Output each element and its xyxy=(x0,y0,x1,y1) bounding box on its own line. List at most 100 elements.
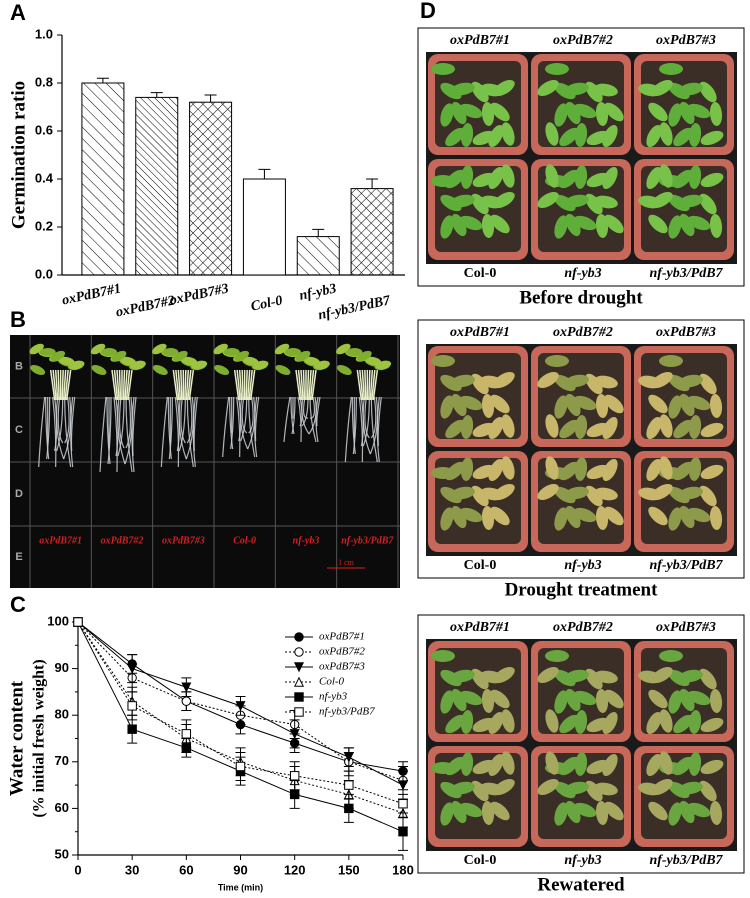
leaf xyxy=(668,103,682,127)
leaf xyxy=(668,486,690,504)
leaf xyxy=(445,127,465,147)
stem xyxy=(246,369,251,401)
leaf xyxy=(648,394,668,414)
leaf xyxy=(459,802,483,818)
leaf xyxy=(646,166,662,190)
root xyxy=(358,396,364,463)
genotype-label: oxPdB7#1 xyxy=(39,535,82,546)
leaf xyxy=(213,343,228,355)
root xyxy=(229,396,234,450)
genotype-label: oxPdB7#3 xyxy=(656,620,716,635)
leaf xyxy=(688,752,702,776)
leaf xyxy=(565,800,581,824)
leaf xyxy=(451,800,467,824)
stem xyxy=(177,369,182,401)
root xyxy=(364,396,370,439)
leaf xyxy=(668,395,682,419)
root xyxy=(70,396,74,468)
leaf xyxy=(594,195,618,209)
stem xyxy=(372,369,379,401)
leaf xyxy=(451,486,475,500)
stem xyxy=(64,369,69,401)
leaf xyxy=(679,101,695,125)
stem xyxy=(62,369,67,401)
leaf xyxy=(700,717,724,733)
stem xyxy=(241,369,244,401)
root xyxy=(160,396,168,468)
marker xyxy=(127,663,138,674)
leaf xyxy=(687,802,711,818)
root xyxy=(240,396,248,442)
leaf xyxy=(111,350,127,362)
root xyxy=(113,396,118,473)
leaf xyxy=(699,193,717,215)
leaf xyxy=(574,710,588,734)
leaf xyxy=(242,356,259,366)
root xyxy=(118,396,125,449)
root xyxy=(230,396,235,450)
root xyxy=(290,396,295,435)
leaf xyxy=(214,365,230,375)
leaf xyxy=(554,781,576,799)
leaf xyxy=(565,194,589,208)
leaf xyxy=(488,416,504,440)
stem xyxy=(111,369,117,401)
leaf xyxy=(573,215,597,231)
leaf xyxy=(604,506,624,526)
leaf xyxy=(679,505,695,529)
row-label: B xyxy=(15,360,23,372)
leaf xyxy=(700,130,724,146)
leaf xyxy=(252,360,269,370)
leaf xyxy=(488,458,504,482)
y-tick-label: 0.8 xyxy=(35,74,53,89)
y-tick-label: 70 xyxy=(55,753,69,768)
leaf xyxy=(90,343,106,355)
leaf xyxy=(304,356,320,366)
leaf xyxy=(460,457,474,481)
root xyxy=(315,396,319,443)
stem xyxy=(248,369,253,401)
marker xyxy=(398,799,408,809)
x-tick-label: 60 xyxy=(179,862,193,877)
x-axis-label: Time (min) xyxy=(218,882,263,892)
leaf xyxy=(440,374,462,392)
stem xyxy=(371,369,376,401)
genotype-label: Col-0 xyxy=(464,266,497,281)
leaf xyxy=(559,461,579,481)
leaf xyxy=(687,690,711,706)
leaf xyxy=(574,752,588,776)
stem xyxy=(116,369,120,401)
y-tick-label: 80 xyxy=(55,707,69,722)
leaf xyxy=(594,670,618,684)
root xyxy=(362,396,371,455)
leaf xyxy=(545,456,559,480)
root xyxy=(186,396,194,468)
stem xyxy=(236,369,241,401)
root xyxy=(186,396,193,444)
leaf xyxy=(471,668,489,690)
genotype-label: nf-yb3/PdB7 xyxy=(341,535,394,546)
row-label: C xyxy=(15,424,23,436)
genotype-label: oxPdB7#3 xyxy=(162,535,205,546)
stem xyxy=(238,369,243,401)
marker xyxy=(397,780,409,791)
root xyxy=(64,396,70,444)
leaf xyxy=(679,800,695,824)
leaf xyxy=(700,422,724,438)
legend-label: nf-yb3/PdB7 xyxy=(319,706,375,718)
leaf xyxy=(336,365,352,375)
leaf xyxy=(700,759,724,775)
leaf xyxy=(493,666,515,684)
leaf xyxy=(668,781,690,799)
stem xyxy=(118,369,122,401)
leaf xyxy=(440,486,462,504)
leaf xyxy=(659,122,673,146)
root xyxy=(131,396,135,473)
leaf xyxy=(573,395,597,411)
stem xyxy=(297,369,303,401)
root xyxy=(107,396,112,465)
y-axis-label: (% initial fresh weight) xyxy=(31,659,48,817)
leaf xyxy=(440,507,454,531)
root xyxy=(291,396,296,435)
leaf xyxy=(559,127,579,147)
